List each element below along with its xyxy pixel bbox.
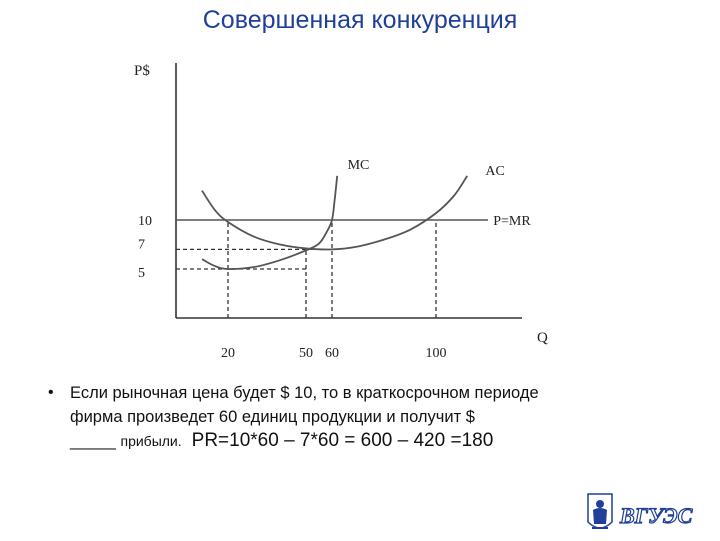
x-tick-label-50: 50 bbox=[299, 346, 313, 361]
answer-blank: _____ bbox=[70, 432, 116, 450]
series-ac-line bbox=[201, 175, 468, 251]
series-ac-label: AC bbox=[485, 164, 504, 179]
chart-svg: P$ Q 10 7 5 20 50 60 100 MC AC P=MR bbox=[134, 63, 548, 361]
slide-title: Совершенная конкуренция bbox=[202, 6, 518, 34]
bullet-line-2: фирма произведет 60 единиц продукции и п… bbox=[70, 408, 475, 426]
y-tick-label-10: 10 bbox=[138, 214, 152, 229]
series-p-mr-label: P=MR bbox=[493, 214, 531, 229]
university-logo: ВГУЭС bbox=[584, 492, 696, 536]
x-tick-label-60: 60 bbox=[325, 346, 339, 361]
bullet-line-1: Если рыночная цена будет $ 10, то в крат… bbox=[70, 384, 539, 402]
bullet-line-3: _____ прибыли. PR=10*60 – 7*60 = 600 – 42… bbox=[70, 430, 494, 451]
logo-text: ВГУЭС bbox=[619, 503, 693, 528]
chart: P$ Q 10 7 5 20 50 60 100 MC AC P=MR bbox=[130, 55, 590, 365]
logo-emblem-icon bbox=[587, 493, 613, 529]
x-tick-label-100: 100 bbox=[426, 346, 447, 361]
y-tick-label-7: 7 bbox=[138, 237, 145, 252]
x-tick-label-20: 20 bbox=[221, 346, 235, 361]
bullet-point: • Если рыночная цена будет $ 10, то в кр… bbox=[48, 381, 668, 453]
x-axis-label: Q bbox=[537, 330, 548, 346]
series-mc-label: MC bbox=[348, 158, 370, 173]
series-mc-line bbox=[201, 175, 339, 270]
y-tick-label-5: 5 bbox=[138, 266, 145, 281]
profit-word: прибыли bbox=[120, 433, 178, 449]
y-axis-label: P$ bbox=[134, 63, 150, 79]
bullet-dot: • bbox=[48, 384, 54, 401]
profit-formula: PR=10*60 – 7*60 = 600 – 420 =180 bbox=[191, 430, 494, 451]
